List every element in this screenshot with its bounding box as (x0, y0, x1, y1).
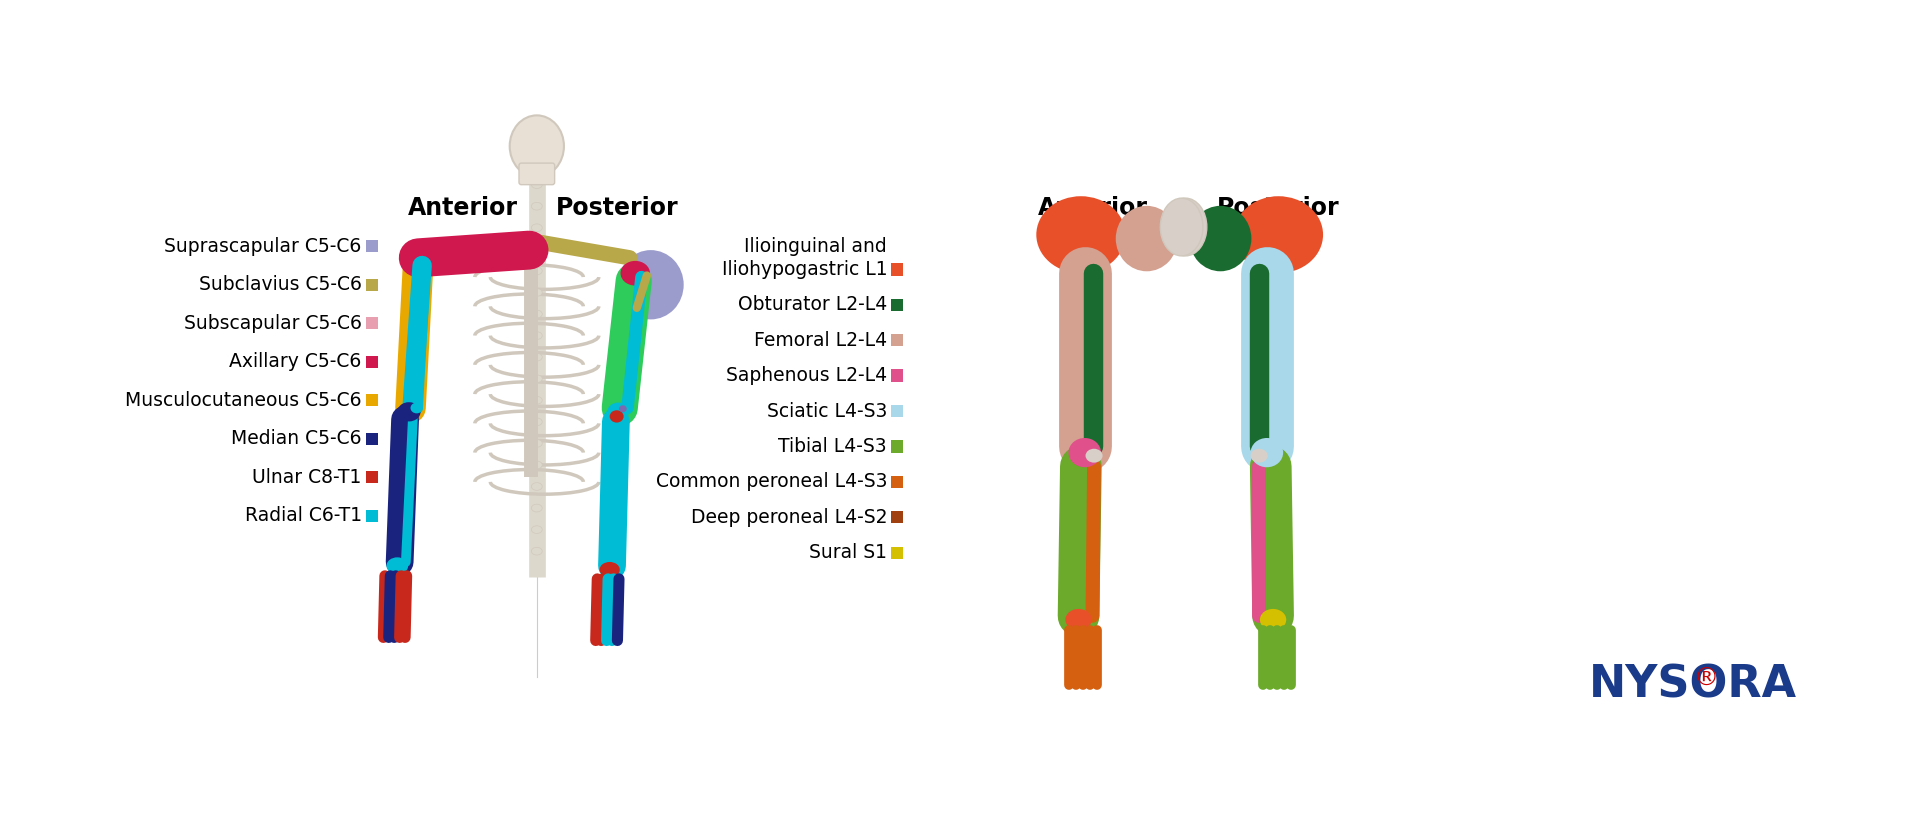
Ellipse shape (532, 375, 541, 382)
Text: Saphenous L2-L4: Saphenous L2-L4 (726, 367, 887, 385)
Ellipse shape (1066, 609, 1092, 631)
Text: Subscapular C5-C6: Subscapular C5-C6 (184, 314, 361, 332)
Text: Anterior: Anterior (407, 196, 516, 220)
Text: Suprascapular C5-C6: Suprascapular C5-C6 (165, 237, 361, 256)
Text: Anterior: Anterior (1037, 196, 1148, 220)
Ellipse shape (1250, 449, 1267, 462)
Ellipse shape (618, 406, 626, 412)
Ellipse shape (532, 353, 541, 361)
FancyBboxPatch shape (891, 476, 904, 488)
FancyBboxPatch shape (365, 317, 378, 329)
Ellipse shape (532, 246, 541, 253)
Text: ®: ® (1693, 667, 1718, 691)
Ellipse shape (1116, 206, 1177, 272)
Text: Obturator L2-L4: Obturator L2-L4 (737, 295, 887, 314)
Text: Deep peroneal L4-S2: Deep peroneal L4-S2 (691, 508, 887, 526)
Ellipse shape (532, 418, 541, 426)
Text: Posterior: Posterior (1217, 196, 1340, 220)
Ellipse shape (411, 402, 422, 413)
Ellipse shape (620, 261, 651, 286)
Ellipse shape (397, 402, 420, 421)
FancyBboxPatch shape (891, 263, 904, 276)
Ellipse shape (1164, 198, 1208, 256)
Ellipse shape (532, 288, 541, 297)
Ellipse shape (532, 504, 541, 512)
Ellipse shape (532, 461, 541, 469)
Ellipse shape (532, 332, 541, 339)
FancyBboxPatch shape (365, 240, 378, 252)
Ellipse shape (532, 267, 541, 275)
FancyBboxPatch shape (891, 405, 904, 417)
Ellipse shape (532, 526, 541, 533)
Text: Ilioinguinal and: Ilioinguinal and (745, 237, 887, 256)
Text: Posterior: Posterior (557, 196, 680, 220)
FancyBboxPatch shape (891, 546, 904, 559)
FancyBboxPatch shape (891, 298, 904, 311)
Text: Common peroneal L4-S3: Common peroneal L4-S3 (655, 472, 887, 491)
Text: Tibial L4-S3: Tibial L4-S3 (778, 437, 887, 456)
FancyBboxPatch shape (518, 163, 555, 185)
Text: Ulnar C8-T1: Ulnar C8-T1 (252, 468, 361, 486)
FancyBboxPatch shape (365, 356, 378, 368)
Text: Sural S1: Sural S1 (808, 543, 887, 562)
Ellipse shape (1085, 449, 1102, 462)
Text: Median C5-C6: Median C5-C6 (230, 429, 361, 448)
Text: Radial C6-T1: Radial C6-T1 (244, 506, 361, 526)
Ellipse shape (1260, 609, 1286, 631)
Text: Subclavius C5-C6: Subclavius C5-C6 (200, 275, 361, 294)
Ellipse shape (386, 557, 409, 574)
FancyBboxPatch shape (365, 278, 378, 291)
Ellipse shape (1250, 438, 1283, 467)
Text: Axillary C5-C6: Axillary C5-C6 (228, 352, 361, 372)
Ellipse shape (607, 402, 630, 421)
Ellipse shape (618, 250, 684, 319)
Ellipse shape (532, 181, 541, 188)
FancyBboxPatch shape (365, 471, 378, 483)
Text: NYSORA: NYSORA (1588, 664, 1797, 706)
FancyBboxPatch shape (365, 432, 378, 445)
Ellipse shape (532, 202, 541, 210)
Ellipse shape (509, 115, 564, 177)
FancyBboxPatch shape (365, 510, 378, 522)
Ellipse shape (532, 440, 541, 447)
Ellipse shape (1160, 198, 1204, 256)
Ellipse shape (532, 397, 541, 404)
Ellipse shape (532, 482, 541, 491)
FancyBboxPatch shape (891, 334, 904, 347)
Ellipse shape (1188, 206, 1252, 272)
Ellipse shape (599, 562, 620, 577)
Ellipse shape (1235, 197, 1323, 273)
Ellipse shape (1068, 438, 1100, 467)
FancyBboxPatch shape (891, 441, 904, 452)
FancyBboxPatch shape (891, 511, 904, 523)
Ellipse shape (611, 411, 624, 422)
Ellipse shape (532, 310, 541, 318)
Ellipse shape (532, 547, 541, 555)
FancyBboxPatch shape (891, 370, 904, 382)
Text: Musculocutaneous C5-C6: Musculocutaneous C5-C6 (125, 391, 361, 410)
Text: Sciatic L4-S3: Sciatic L4-S3 (766, 402, 887, 421)
Ellipse shape (1037, 197, 1125, 273)
Ellipse shape (532, 224, 541, 232)
Text: Iliohypogastric L1: Iliohypogastric L1 (722, 260, 887, 279)
Text: Femoral L2-L4: Femoral L2-L4 (755, 331, 887, 350)
FancyBboxPatch shape (365, 394, 378, 407)
